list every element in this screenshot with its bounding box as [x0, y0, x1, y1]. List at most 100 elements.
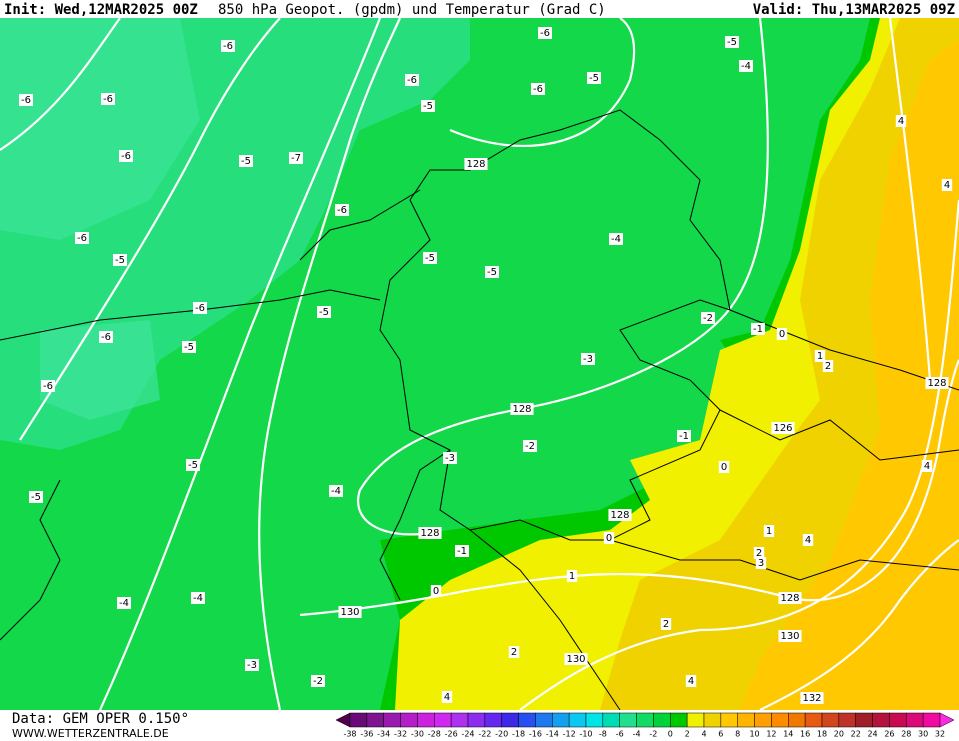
- legend-swatch: [804, 712, 823, 728]
- contour-label: -6: [533, 84, 543, 95]
- country-border: [719, 409, 959, 461]
- legend-label: 24: [867, 730, 877, 739]
- legend-label: 20: [834, 730, 844, 739]
- legend-swatch: [771, 712, 789, 728]
- label-box: [603, 532, 615, 544]
- label-box: [739, 60, 753, 72]
- legend-label: -4: [633, 730, 641, 739]
- contour-label: -5: [487, 267, 497, 278]
- contour-label: 0: [721, 462, 727, 473]
- label-box: [941, 179, 953, 191]
- contour-label: -4: [193, 593, 203, 604]
- contour-label: 128: [927, 378, 946, 389]
- label-box: [117, 597, 131, 609]
- contour-label: 128: [420, 528, 439, 539]
- map-area: -6 -6 -6 -5 -4 -5 -6 -5 -6 -6 -6 -5 -7 128 -6 -6 -5 -4 -5 -…: [0, 17, 959, 711]
- contour-line: [519, 199, 959, 711]
- legend-swatch: [922, 712, 941, 728]
- label-box: [921, 460, 933, 472]
- contour-line: [888, 17, 932, 381]
- legend-arrow: [939, 712, 955, 728]
- country-border: [609, 539, 959, 581]
- legend-swatch: [703, 712, 722, 728]
- contour-label: 130: [566, 654, 585, 665]
- contour-label: -4: [331, 486, 341, 497]
- legend-label: -18: [512, 730, 525, 739]
- contour-line: [19, 17, 281, 441]
- legend-swatch: [821, 712, 840, 728]
- contour-label: 4: [805, 535, 811, 546]
- data-source: Data: GEM OPER 0.150°: [12, 711, 189, 727]
- contour-label: 130: [340, 607, 359, 618]
- label-box: [701, 312, 715, 324]
- label-box: [221, 40, 235, 52]
- legend-label: 2: [685, 730, 690, 739]
- legend-swatch: [535, 712, 553, 728]
- contour-label: 2: [756, 548, 762, 559]
- legend-label: -34: [377, 730, 390, 739]
- country-border: [299, 189, 421, 261]
- legend-label: 4: [701, 730, 706, 739]
- label-box: [119, 150, 133, 162]
- label-box: [75, 232, 89, 244]
- legend-swatch: [855, 712, 873, 728]
- valid-time: Valid: Thu,13MAR2025 09Z: [753, 2, 955, 18]
- label-box: [421, 100, 435, 112]
- legend-swatch: [754, 712, 772, 728]
- contour-label: 4: [688, 676, 694, 687]
- contour-label: -4: [119, 598, 129, 609]
- legend-swatch: [518, 712, 536, 728]
- legend-swatch: [872, 712, 890, 728]
- contour-label: -2: [313, 676, 323, 687]
- label-box: [430, 585, 442, 597]
- contour-label: 2: [663, 619, 669, 630]
- label-box: [418, 527, 442, 539]
- label-box: [771, 422, 795, 434]
- contour-label: -6: [121, 151, 131, 162]
- contour-label: 128: [512, 404, 531, 415]
- contour-label: -6: [223, 41, 233, 52]
- legend-label: -32: [394, 730, 407, 739]
- contour-label: 126: [773, 423, 792, 434]
- contour-label: -6: [407, 75, 417, 86]
- contour-label: -1: [457, 546, 467, 557]
- label-box: [338, 606, 362, 618]
- label-box: [41, 380, 55, 392]
- contour-label: 4: [898, 116, 904, 127]
- legend-label: 16: [800, 730, 810, 739]
- label-box: [19, 94, 33, 106]
- legend-label: 10: [749, 730, 759, 739]
- legend-swatch: [670, 712, 688, 728]
- legend-swatch: [417, 712, 435, 728]
- label-box: [523, 440, 537, 452]
- contour-label: -5: [241, 156, 251, 167]
- contour-label: -3: [445, 453, 455, 464]
- label-box: [101, 93, 115, 105]
- contour-label: -5: [184, 342, 194, 353]
- label-box: [508, 646, 520, 658]
- label-box: [725, 36, 739, 48]
- label-box: [113, 254, 127, 266]
- label-box: [464, 158, 488, 170]
- header-bar: [0, 0, 959, 18]
- contour-label: -6: [101, 332, 111, 343]
- label-box: [191, 592, 205, 604]
- label-box: [800, 692, 824, 704]
- label-box: [317, 306, 331, 318]
- contour-line: [449, 17, 636, 147]
- contour-labels: -6 -6 -6 -5 -4 -5 -6 -5 -6 -6 -6 -5 -7 128 -6 -6 -5 -4 -5 -…: [19, 27, 953, 704]
- label-box: [289, 152, 303, 164]
- contour-label: -5: [319, 307, 329, 318]
- label-box: [566, 570, 578, 582]
- legend-swatch: [653, 712, 671, 728]
- label-box: [925, 377, 949, 389]
- website: WWW.WETTERZENTRALE.DE: [12, 727, 169, 740]
- legend-label: -8: [599, 730, 607, 739]
- legend-label: -30: [411, 730, 424, 739]
- legend-label: 28: [901, 730, 911, 739]
- legend-label: -14: [546, 730, 559, 739]
- contour-line: [0, 17, 121, 151]
- contour-label: -3: [583, 354, 593, 365]
- contour-label: -6: [21, 95, 31, 106]
